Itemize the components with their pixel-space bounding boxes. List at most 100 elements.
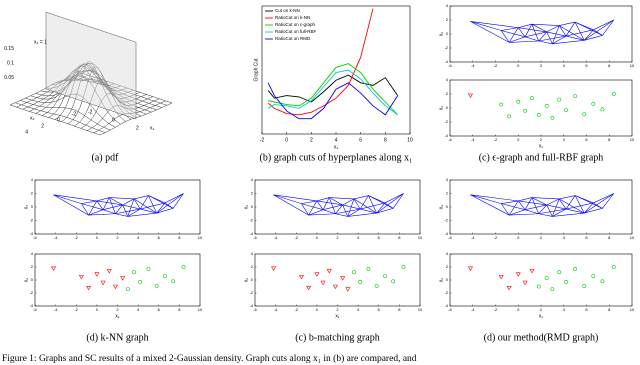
y-tick-label: -4 [29, 231, 33, 236]
point [163, 274, 167, 279]
x-tick-label: -2 [294, 307, 298, 312]
graph-edge [574, 195, 603, 209]
x-tick-label: 2 [116, 307, 119, 312]
graph-edge [353, 195, 369, 200]
point [120, 276, 126, 281]
graph-edge [322, 209, 336, 215]
graph-edge [109, 197, 123, 206]
point [573, 267, 578, 271]
point [181, 265, 186, 269]
graph-edge [316, 197, 330, 202]
x-tick-label: 2 [336, 235, 339, 240]
point [591, 101, 596, 106]
x-tick-label: -4 [471, 307, 475, 312]
z-tick-label: 0.05 [4, 75, 14, 81]
y-axis-label: x₂ [438, 106, 444, 111]
y-tick-label: -4 [29, 303, 33, 308]
graph-edge [88, 209, 104, 216]
graph-edge [508, 27, 519, 43]
x-tick-label: -6 [448, 235, 452, 240]
x-tick-label: -4 [274, 307, 278, 312]
x-tick-label: -2 [88, 109, 93, 115]
point [529, 269, 535, 274]
x-tick-label: -6 [448, 307, 452, 312]
point [401, 265, 406, 269]
legend-label: Cut on k-NN [275, 8, 300, 13]
point [112, 284, 118, 290]
graph-edge [127, 212, 157, 217]
graph-edge [559, 198, 585, 214]
x-tick-label: -4 [54, 235, 58, 240]
graph-edge [501, 200, 519, 204]
point [564, 280, 568, 284]
x-tick-label: 2 [116, 235, 119, 240]
graph-edge [81, 200, 97, 204]
graph-edge [376, 202, 386, 214]
graph-edge [565, 35, 585, 41]
panel-caption: (d) our method(RMD graph) [484, 332, 599, 343]
graph-edge [156, 202, 166, 214]
graph-edge [470, 194, 519, 202]
x-tick-label: -6 [448, 137, 452, 142]
graph-edge [593, 29, 603, 36]
graph-edge [524, 36, 539, 42]
graph-edge [81, 203, 104, 210]
legend-label: RatioCut on ϵ-graph [275, 22, 316, 27]
series-line [267, 74, 399, 103]
graph-edge [347, 198, 355, 217]
graph-edge [329, 197, 343, 206]
point [154, 283, 159, 288]
graph-edge [538, 40, 553, 45]
x-tick-label: -4 [54, 307, 58, 312]
graph-edge [509, 209, 526, 216]
graph-edge [360, 208, 377, 214]
point [374, 283, 379, 288]
point [550, 115, 555, 120]
y-tick-label: 2 [446, 17, 449, 22]
x-tick-label: -2 [494, 235, 498, 240]
graph-edge [524, 24, 533, 37]
point [358, 280, 363, 284]
graph-edge [140, 202, 166, 210]
graph-edge [524, 197, 533, 210]
point [516, 99, 521, 104]
x-tick-label: 6 [158, 307, 161, 312]
x-axis-label: x₁ [115, 313, 120, 319]
series-line [267, 69, 398, 116]
graph-edge [133, 195, 149, 200]
panel-caption: (d) k-NN graph [86, 332, 148, 343]
graph-edge [518, 27, 547, 33]
graph-edge [531, 197, 547, 206]
x-tick-label: 8 [608, 307, 611, 312]
x-axis-label: x₁ [539, 143, 544, 149]
point [467, 266, 473, 271]
graph-edge [470, 21, 519, 28]
x-tick-label: -2 [294, 235, 298, 240]
point [106, 269, 112, 274]
point [499, 102, 504, 107]
point [564, 108, 568, 113]
z-tick-label: 0.15 [4, 46, 14, 52]
x-tick-label: -2 [494, 307, 498, 312]
y-tick-label: 2 [251, 191, 254, 196]
y-tick-label: -2 [444, 45, 448, 50]
graph-edge [558, 25, 567, 37]
graph-edge [546, 31, 553, 44]
graph-edge [531, 24, 540, 42]
x-tick-label: -4 [274, 235, 278, 240]
y-tick-label: -2 [444, 119, 448, 124]
point [383, 274, 387, 279]
x-tick-label: -4 [471, 235, 475, 240]
graph-edge [96, 200, 104, 210]
x-tick-label: 6 [378, 307, 381, 312]
y-tick-label: 2 [41, 123, 44, 129]
y-axis-label: x₂ [438, 32, 444, 37]
z-tick-label: 0.1 [7, 61, 14, 67]
point [314, 272, 320, 277]
graph-edge [122, 198, 135, 206]
y-tick-label: -4 [444, 303, 448, 308]
x-axis-label: x₁ [334, 144, 339, 150]
graph-edge [470, 21, 510, 43]
graph-edge [593, 202, 603, 209]
